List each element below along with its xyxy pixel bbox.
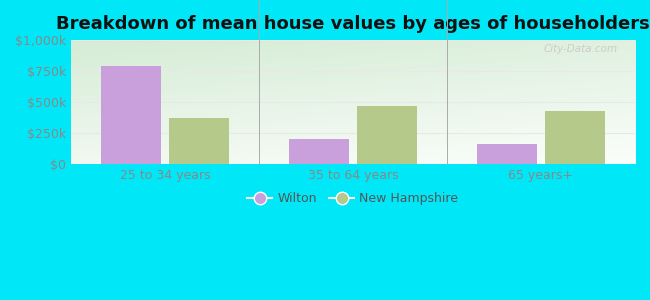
Bar — [101, 66, 161, 164]
Bar — [357, 106, 417, 164]
Bar — [289, 140, 349, 164]
Legend: Wilton, New Hampshire: Wilton, New Hampshire — [242, 187, 463, 210]
Bar — [477, 144, 538, 164]
Text: City-Data.com: City-Data.com — [544, 44, 618, 54]
Bar — [545, 111, 605, 164]
Bar — [169, 118, 229, 164]
Title: Breakdown of mean house values by ages of householders: Breakdown of mean house values by ages o… — [56, 15, 650, 33]
